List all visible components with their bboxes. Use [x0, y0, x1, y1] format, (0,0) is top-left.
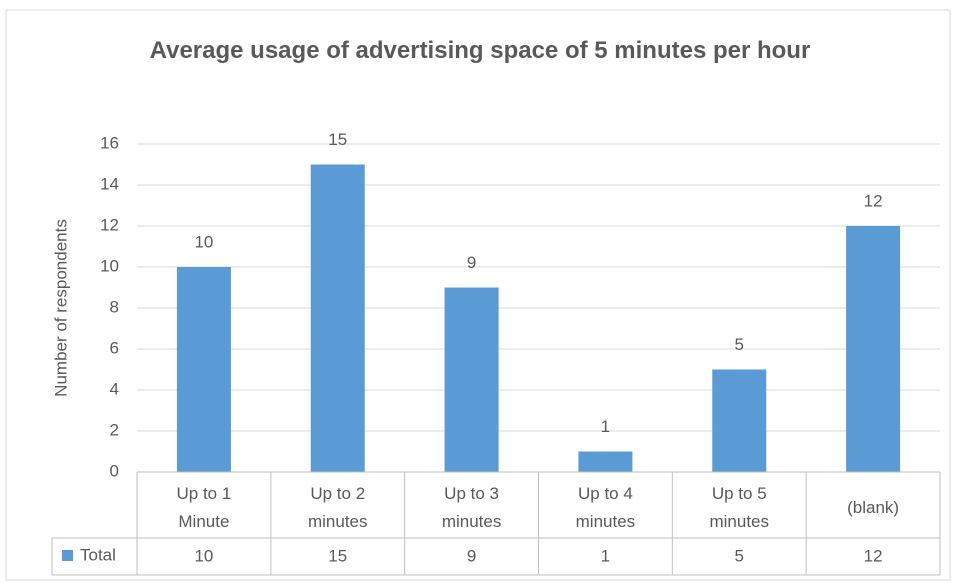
bar — [578, 451, 633, 472]
x-tick-box: (blank) — [823, 478, 923, 538]
y-tick-label: 10 — [100, 256, 119, 275]
y-axis-label: Number of respondents — [51, 219, 70, 397]
bar — [444, 287, 499, 472]
x-tick-box: Up to 3 minutes — [422, 478, 522, 538]
data-label: 10 — [194, 232, 213, 251]
bar — [846, 226, 901, 472]
x-tick-label: Up to 2 minutes — [307, 484, 368, 531]
data-label: 15 — [328, 130, 347, 149]
x-tick-label: Up to 4 minutes — [575, 484, 636, 531]
y-tick-label: 16 — [100, 133, 119, 152]
x-tick-box: Up to 4 minutes — [555, 478, 655, 538]
bar — [310, 164, 365, 472]
x-tick-box: Up to 1 Minute — [154, 478, 254, 538]
x-tick-label: Up to 5 minutes — [709, 484, 770, 531]
table-value: 5 — [735, 546, 744, 565]
x-tick-box: Up to 2 minutes — [288, 478, 388, 538]
data-label: 5 — [735, 335, 744, 354]
data-label: 1 — [601, 417, 610, 436]
y-tick-label: 12 — [100, 215, 119, 234]
y-tick-label: 0 — [110, 461, 119, 480]
x-tick-wrap: Up to 4 minutes — [555, 478, 655, 538]
x-tick-box: Up to 5 minutes — [689, 478, 789, 538]
x-tick-wrap: Up to 1 Minute — [154, 478, 254, 538]
y-tick-label: 6 — [110, 338, 119, 357]
data-label: 9 — [467, 253, 476, 272]
chart-title: Average usage of advertising space of 5 … — [149, 37, 811, 64]
y-tick-label: 2 — [110, 420, 119, 439]
legend-label: Total — [80, 545, 116, 564]
x-tick-wrap: Up to 2 minutes — [288, 478, 388, 538]
x-tick-label: Up to 3 minutes — [441, 484, 502, 531]
table-value: 1 — [601, 546, 610, 565]
y-tick-label: 14 — [100, 174, 119, 193]
data-label: 12 — [864, 191, 883, 210]
table-value: 15 — [328, 546, 347, 565]
table-value: 9 — [467, 546, 476, 565]
table-value: 10 — [194, 546, 213, 565]
x-tick-label: Up to 1 Minute — [176, 484, 232, 531]
y-tick-label: 4 — [110, 379, 119, 398]
x-tick-wrap: Up to 3 minutes — [422, 478, 522, 538]
legend-key — [62, 550, 73, 561]
title-box: Average usage of advertising space of 5 … — [149, 37, 811, 64]
y-tick-label: 8 — [110, 297, 119, 316]
table-value: 12 — [864, 546, 883, 565]
bar — [712, 369, 767, 472]
bar — [176, 267, 231, 472]
x-tick-wrap: Up to 5 minutes — [689, 478, 789, 538]
x-tick-label: (blank) — [847, 498, 900, 517]
x-tick-wrap: (blank) — [823, 478, 923, 538]
